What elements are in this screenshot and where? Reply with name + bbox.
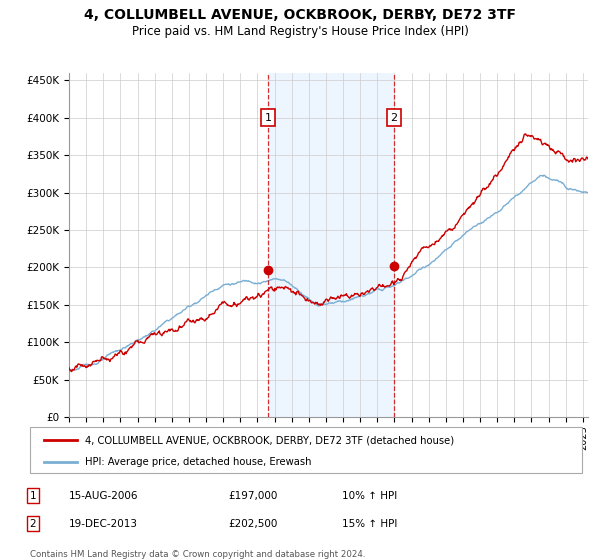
Text: Contains HM Land Registry data © Crown copyright and database right 2024.
This d: Contains HM Land Registry data © Crown c… (30, 550, 365, 560)
Text: 19-DEC-2013: 19-DEC-2013 (69, 519, 138, 529)
Text: 1: 1 (265, 113, 272, 123)
Text: £202,500: £202,500 (228, 519, 277, 529)
Text: 4, COLLUMBELL AVENUE, OCKBROOK, DERBY, DE72 3TF (detached house): 4, COLLUMBELL AVENUE, OCKBROOK, DERBY, D… (85, 435, 454, 445)
Text: 15% ↑ HPI: 15% ↑ HPI (342, 519, 397, 529)
Bar (268, 73, 394, 417)
Text: 4, COLLUMBELL AVENUE, OCKBROOK, DERBY, DE72 3TF: 4, COLLUMBELL AVENUE, OCKBROOK, DERBY, D… (84, 8, 516, 22)
Text: 15-AUG-2006: 15-AUG-2006 (69, 491, 139, 501)
Text: HPI: Average price, detached house, Erewash: HPI: Average price, detached house, Erew… (85, 457, 312, 466)
FancyBboxPatch shape (30, 427, 582, 473)
Text: £197,000: £197,000 (228, 491, 277, 501)
Text: Price paid vs. HM Land Registry's House Price Index (HPI): Price paid vs. HM Land Registry's House … (131, 25, 469, 38)
Text: 2: 2 (390, 113, 397, 123)
Text: 2: 2 (29, 519, 37, 529)
Text: 10% ↑ HPI: 10% ↑ HPI (342, 491, 397, 501)
Text: 1: 1 (29, 491, 37, 501)
